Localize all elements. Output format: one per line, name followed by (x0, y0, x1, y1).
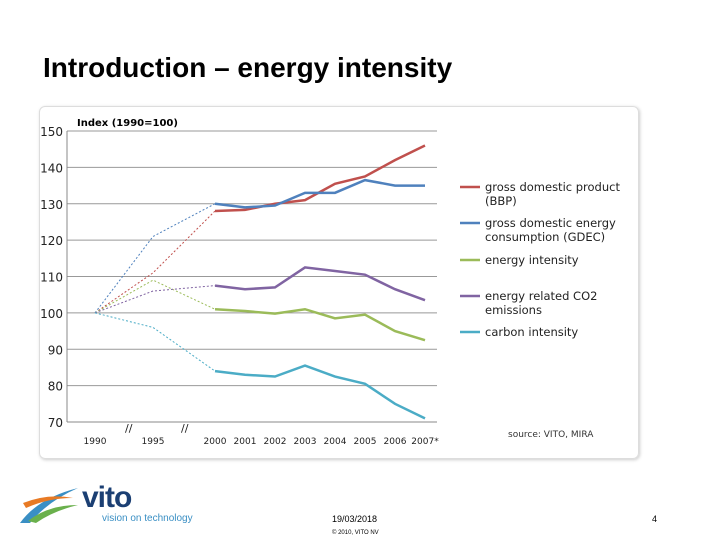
x-tick-label: 2001 (234, 437, 257, 447)
axis-break-mark: // (125, 422, 133, 435)
page-number: 4 (652, 514, 658, 524)
x-tick-label: 2002 (264, 437, 287, 447)
x-tick-label: 2000 (204, 437, 227, 447)
source-note: source: VITO, MIRA (508, 430, 594, 440)
y-tick-label: 120 (40, 234, 63, 248)
y-tick-label: 90 (48, 343, 63, 357)
footer-date: 19/03/2018 (332, 514, 378, 524)
series-line (214, 364, 426, 420)
x-tick-label: 1990 (84, 437, 107, 447)
series-line (214, 307, 426, 342)
legend-label: energy related CO2 emissions (485, 289, 597, 317)
x-tick-label: 2005 (354, 437, 377, 447)
x-tick-label: 2006 (384, 437, 407, 447)
chart-frame (39, 106, 639, 459)
legend-label: carbon intensity (485, 325, 578, 339)
y-tick-label: 130 (40, 198, 63, 212)
y-tick-label: 110 (40, 271, 63, 285)
series-line-dashed (94, 203, 216, 314)
series-line-dashed (94, 210, 216, 314)
logo-text: vito (82, 481, 132, 514)
footer-copyright: © 2010, VITO NV (332, 530, 379, 536)
y-tick-label: 80 (48, 380, 63, 394)
series-line (214, 266, 426, 302)
tagline: vision on technology (102, 513, 193, 524)
x-tick-label: 2007* (411, 437, 439, 447)
series-line (214, 178, 425, 209)
legend-label: energy intensity (485, 253, 579, 267)
series-line-dashed (94, 279, 216, 314)
x-tick-label: 2004 (324, 437, 347, 447)
vito-logo-icon (20, 488, 78, 523)
y-tick-label: 140 (40, 161, 63, 175)
page-title: Introduction – energy intensity (43, 52, 453, 83)
series-line (214, 144, 426, 213)
series-line-dashed (94, 285, 216, 314)
series-line-dashed (94, 312, 216, 372)
legend-label: gross domestic energy consumption (GDEC) (485, 216, 616, 244)
y-tick-label: 100 (40, 307, 63, 321)
y-tick-label: 70 (48, 416, 63, 430)
y-tick-label: 150 (40, 125, 63, 139)
axis-break-mark: // (181, 422, 189, 435)
legend-label: gross domestic product (BBP) (485, 180, 620, 208)
x-tick-label: 2003 (294, 437, 317, 447)
y-axis-label: Index (1990=100) (77, 118, 178, 129)
x-tick-label: 1995 (142, 437, 165, 447)
